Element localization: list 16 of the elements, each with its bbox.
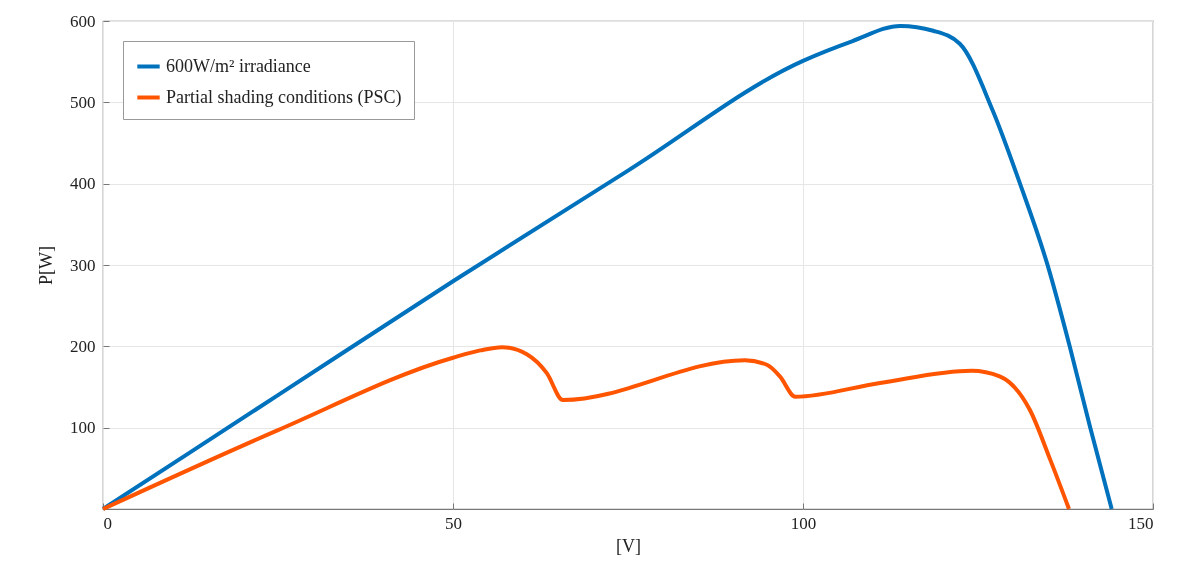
y-tick-label: 500	[70, 92, 96, 112]
x-tick-label: 50	[445, 513, 462, 533]
x-axis-title: [V]	[616, 535, 641, 556]
y-axis-title: P[W]	[36, 246, 56, 285]
x-tick-label: 100	[790, 513, 817, 533]
y-tick-label: 300	[70, 255, 96, 275]
legend-label: Partial shading conditions (PSC)	[166, 86, 402, 108]
y-tick-label: 600	[70, 11, 96, 31]
y-tick-label: 100	[70, 418, 96, 438]
x-tick-label: 150	[1128, 513, 1154, 533]
line-series	[101, 23, 1114, 511]
y-tick-label: 200	[70, 336, 96, 356]
legend-label: 600W/m² irradiance	[166, 55, 311, 76]
x-tick-label: 0	[103, 513, 112, 533]
line-series	[101, 345, 1071, 511]
y-tick-label: 400	[70, 174, 96, 194]
